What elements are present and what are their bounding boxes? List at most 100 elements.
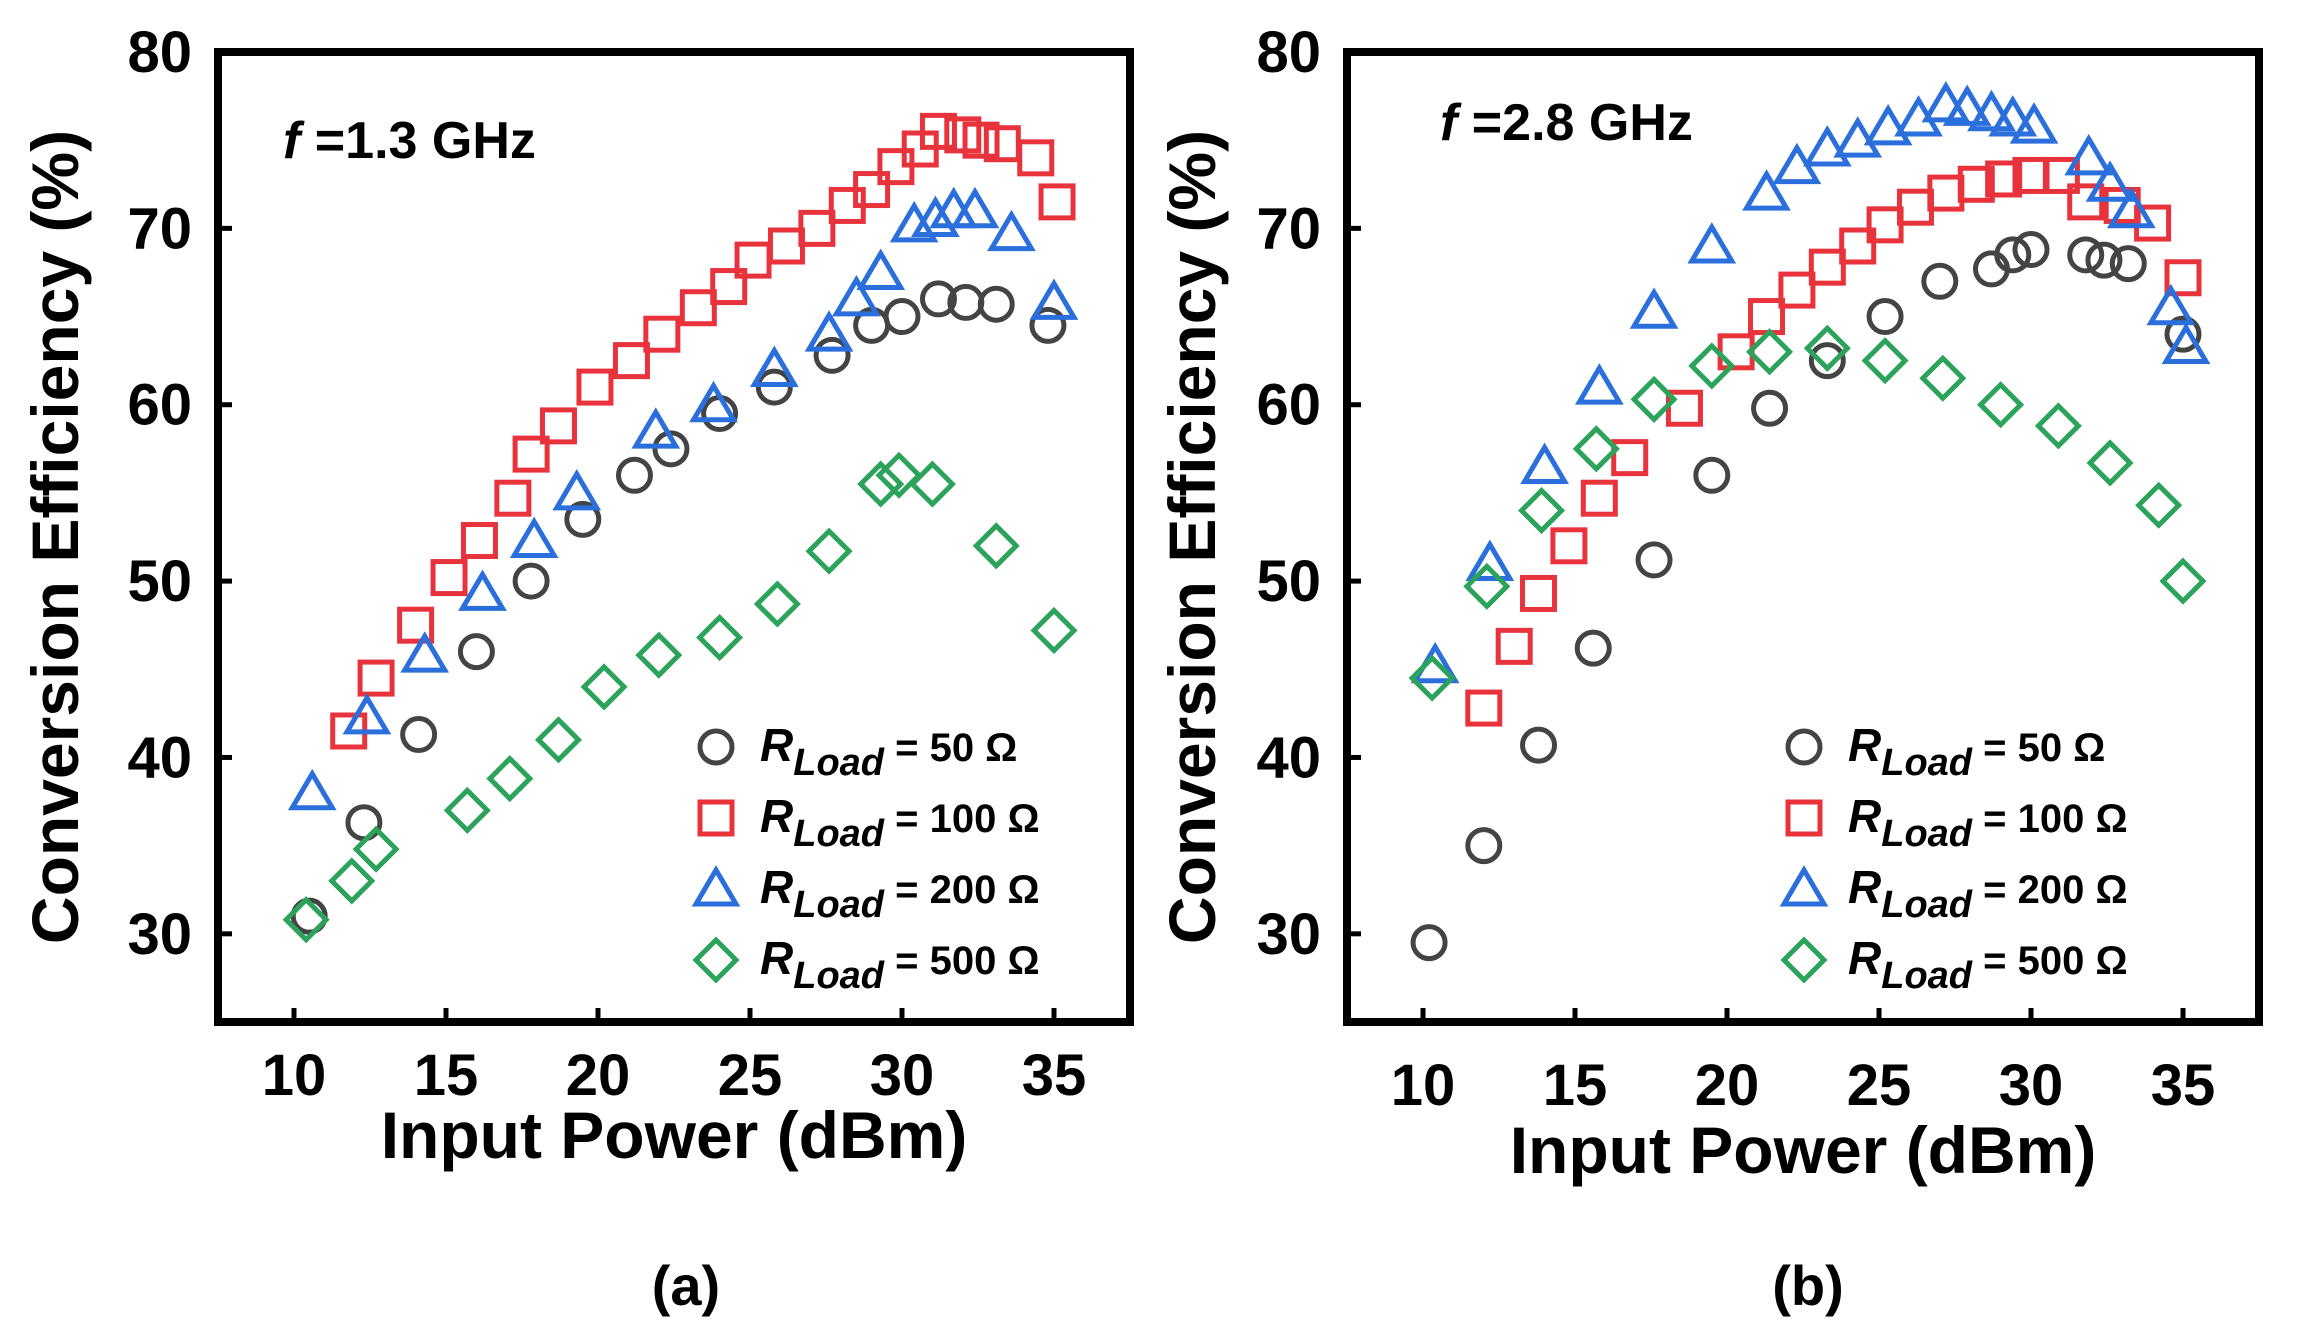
- y-axis-title-a: Conversion Efficiency (%): [18, 130, 92, 944]
- point-rload-100: [2134, 204, 2172, 242]
- point-rload-500: [2086, 439, 2134, 487]
- point-rload-100: [460, 522, 498, 560]
- point-rload-200: [1742, 169, 1791, 211]
- legend-marker-rload-500: [692, 936, 740, 984]
- legend-value: = 200 Ω: [1972, 868, 2128, 912]
- point-rload-50: [1574, 629, 1612, 667]
- legend-load-subscript: Load: [1881, 955, 1973, 997]
- point-rload-50: [977, 285, 1015, 323]
- x-axis-title-a: Input Power (dBm): [381, 1098, 968, 1172]
- point-rload-50: [813, 336, 851, 374]
- point-rload-500: [875, 451, 923, 499]
- point-rload-200: [552, 468, 602, 511]
- point-rload-50: [1994, 236, 2032, 274]
- y-tick-label: 70: [1256, 196, 1321, 261]
- legend-marker-rload-500: [1780, 936, 1828, 984]
- annotation-value-b: =2.8 GHz: [1457, 94, 1693, 152]
- point-rload-100: [767, 227, 805, 265]
- point-rload-100: [1927, 174, 1965, 212]
- legend-load-subscript: Load: [793, 742, 885, 784]
- legend-value: = 50 Ω: [884, 726, 1017, 770]
- legend-load-subscript: Load: [793, 813, 885, 855]
- point-rload-50: [919, 280, 957, 318]
- point-rload-100: [1839, 227, 1877, 265]
- point-rload-200: [1942, 84, 1992, 126]
- y-tick-label: 50: [127, 549, 192, 614]
- x-tick-label: 35: [1022, 1043, 1087, 1108]
- point-rload-50: [1465, 827, 1503, 865]
- annotation-f-b: f: [1440, 94, 1462, 152]
- point-rload-500: [1572, 425, 1620, 473]
- point-rload-100: [1017, 139, 1055, 177]
- legend-value: = 100 Ω: [884, 797, 1040, 841]
- legend-label-rload-200: RLoad = 200 Ω: [760, 861, 1040, 926]
- legend-marker-rload-200: [691, 865, 741, 907]
- point-rload-200: [987, 209, 1036, 252]
- x-tick-label: 20: [1695, 1053, 1760, 1118]
- point-rload-100: [357, 659, 395, 697]
- point-rload-100: [1778, 271, 1816, 309]
- point-rload-100: [2164, 259, 2202, 297]
- point-rload-200: [458, 569, 507, 611]
- point-rload-100: [643, 315, 681, 353]
- legend-r: R: [760, 861, 793, 913]
- point-rload-200: [1029, 278, 1079, 320]
- x-tick-label: 15: [1543, 1053, 1608, 1118]
- point-rload-200: [2064, 133, 2114, 176]
- point-rload-500: [534, 716, 583, 764]
- y-tick-label: 30: [1256, 902, 1321, 967]
- point-rload-100: [612, 342, 650, 380]
- point-rload-500: [580, 663, 628, 711]
- legend-r: R: [1848, 790, 1881, 842]
- x-tick-label: 25: [718, 1043, 783, 1108]
- y-tick-label: 50: [1256, 549, 1321, 614]
- y-tick-label: 40: [127, 725, 192, 790]
- point-rload-500: [1463, 562, 1511, 610]
- legend-r: R: [760, 790, 793, 842]
- point-rload-500: [443, 786, 491, 834]
- x-tick-label: 25: [1847, 1053, 1912, 1118]
- point-rload-100: [1520, 574, 1558, 612]
- point-rload-200: [2161, 322, 2211, 365]
- point-rload-100: [1748, 298, 1786, 336]
- point-rload-50: [2012, 231, 2050, 269]
- point-rload-500: [1688, 342, 1736, 390]
- point-rload-100: [539, 407, 577, 445]
- point-rload-50: [652, 430, 690, 468]
- point-rload-50: [1808, 342, 1846, 380]
- point-rload-50: [755, 368, 793, 406]
- legend-marker-rload-50: [697, 728, 735, 766]
- point-rload-200: [689, 380, 738, 423]
- y-tick-label: 60: [1256, 373, 1321, 438]
- point-rload-500: [1746, 328, 1794, 376]
- point-rload-50: [400, 716, 438, 754]
- x-tick-label: 10: [1391, 1053, 1456, 1118]
- legend-label-rload-500: RLoad = 500 Ω: [1848, 932, 2128, 997]
- y-tick-label: 70: [127, 196, 192, 261]
- point-rload-500: [2159, 557, 2207, 605]
- point-rload-200: [2106, 186, 2156, 229]
- legend-load-subscript: Load: [793, 884, 885, 926]
- marks-a: [282, 112, 1079, 944]
- y-axis-title-b: Conversion Efficiency (%): [1155, 130, 1229, 944]
- point-rload-200: [1629, 287, 1679, 329]
- point-rload-200: [1833, 116, 1883, 158]
- point-rload-100: [576, 368, 614, 406]
- point-rload-200: [1988, 95, 2038, 137]
- point-rload-100: [1465, 689, 1503, 727]
- legend-load-subscript: Load: [793, 955, 885, 997]
- point-rload-500: [908, 460, 956, 508]
- x-axis-title-b: Input Power (dBm): [1510, 1113, 2097, 1187]
- point-rload-100: [494, 479, 532, 517]
- x-tick-label: 20: [566, 1043, 631, 1108]
- point-rload-100: [798, 209, 836, 247]
- point-rload-200: [1465, 539, 1515, 581]
- point-rload-200: [400, 631, 450, 673]
- x-tick-label: 35: [2151, 1053, 2216, 1118]
- legend-label-rload-50: RLoad = 50 Ω: [1848, 719, 2105, 784]
- point-rload-500: [1518, 487, 1566, 535]
- point-rload-500: [2135, 481, 2183, 529]
- x-tick-label: 15: [414, 1043, 479, 1108]
